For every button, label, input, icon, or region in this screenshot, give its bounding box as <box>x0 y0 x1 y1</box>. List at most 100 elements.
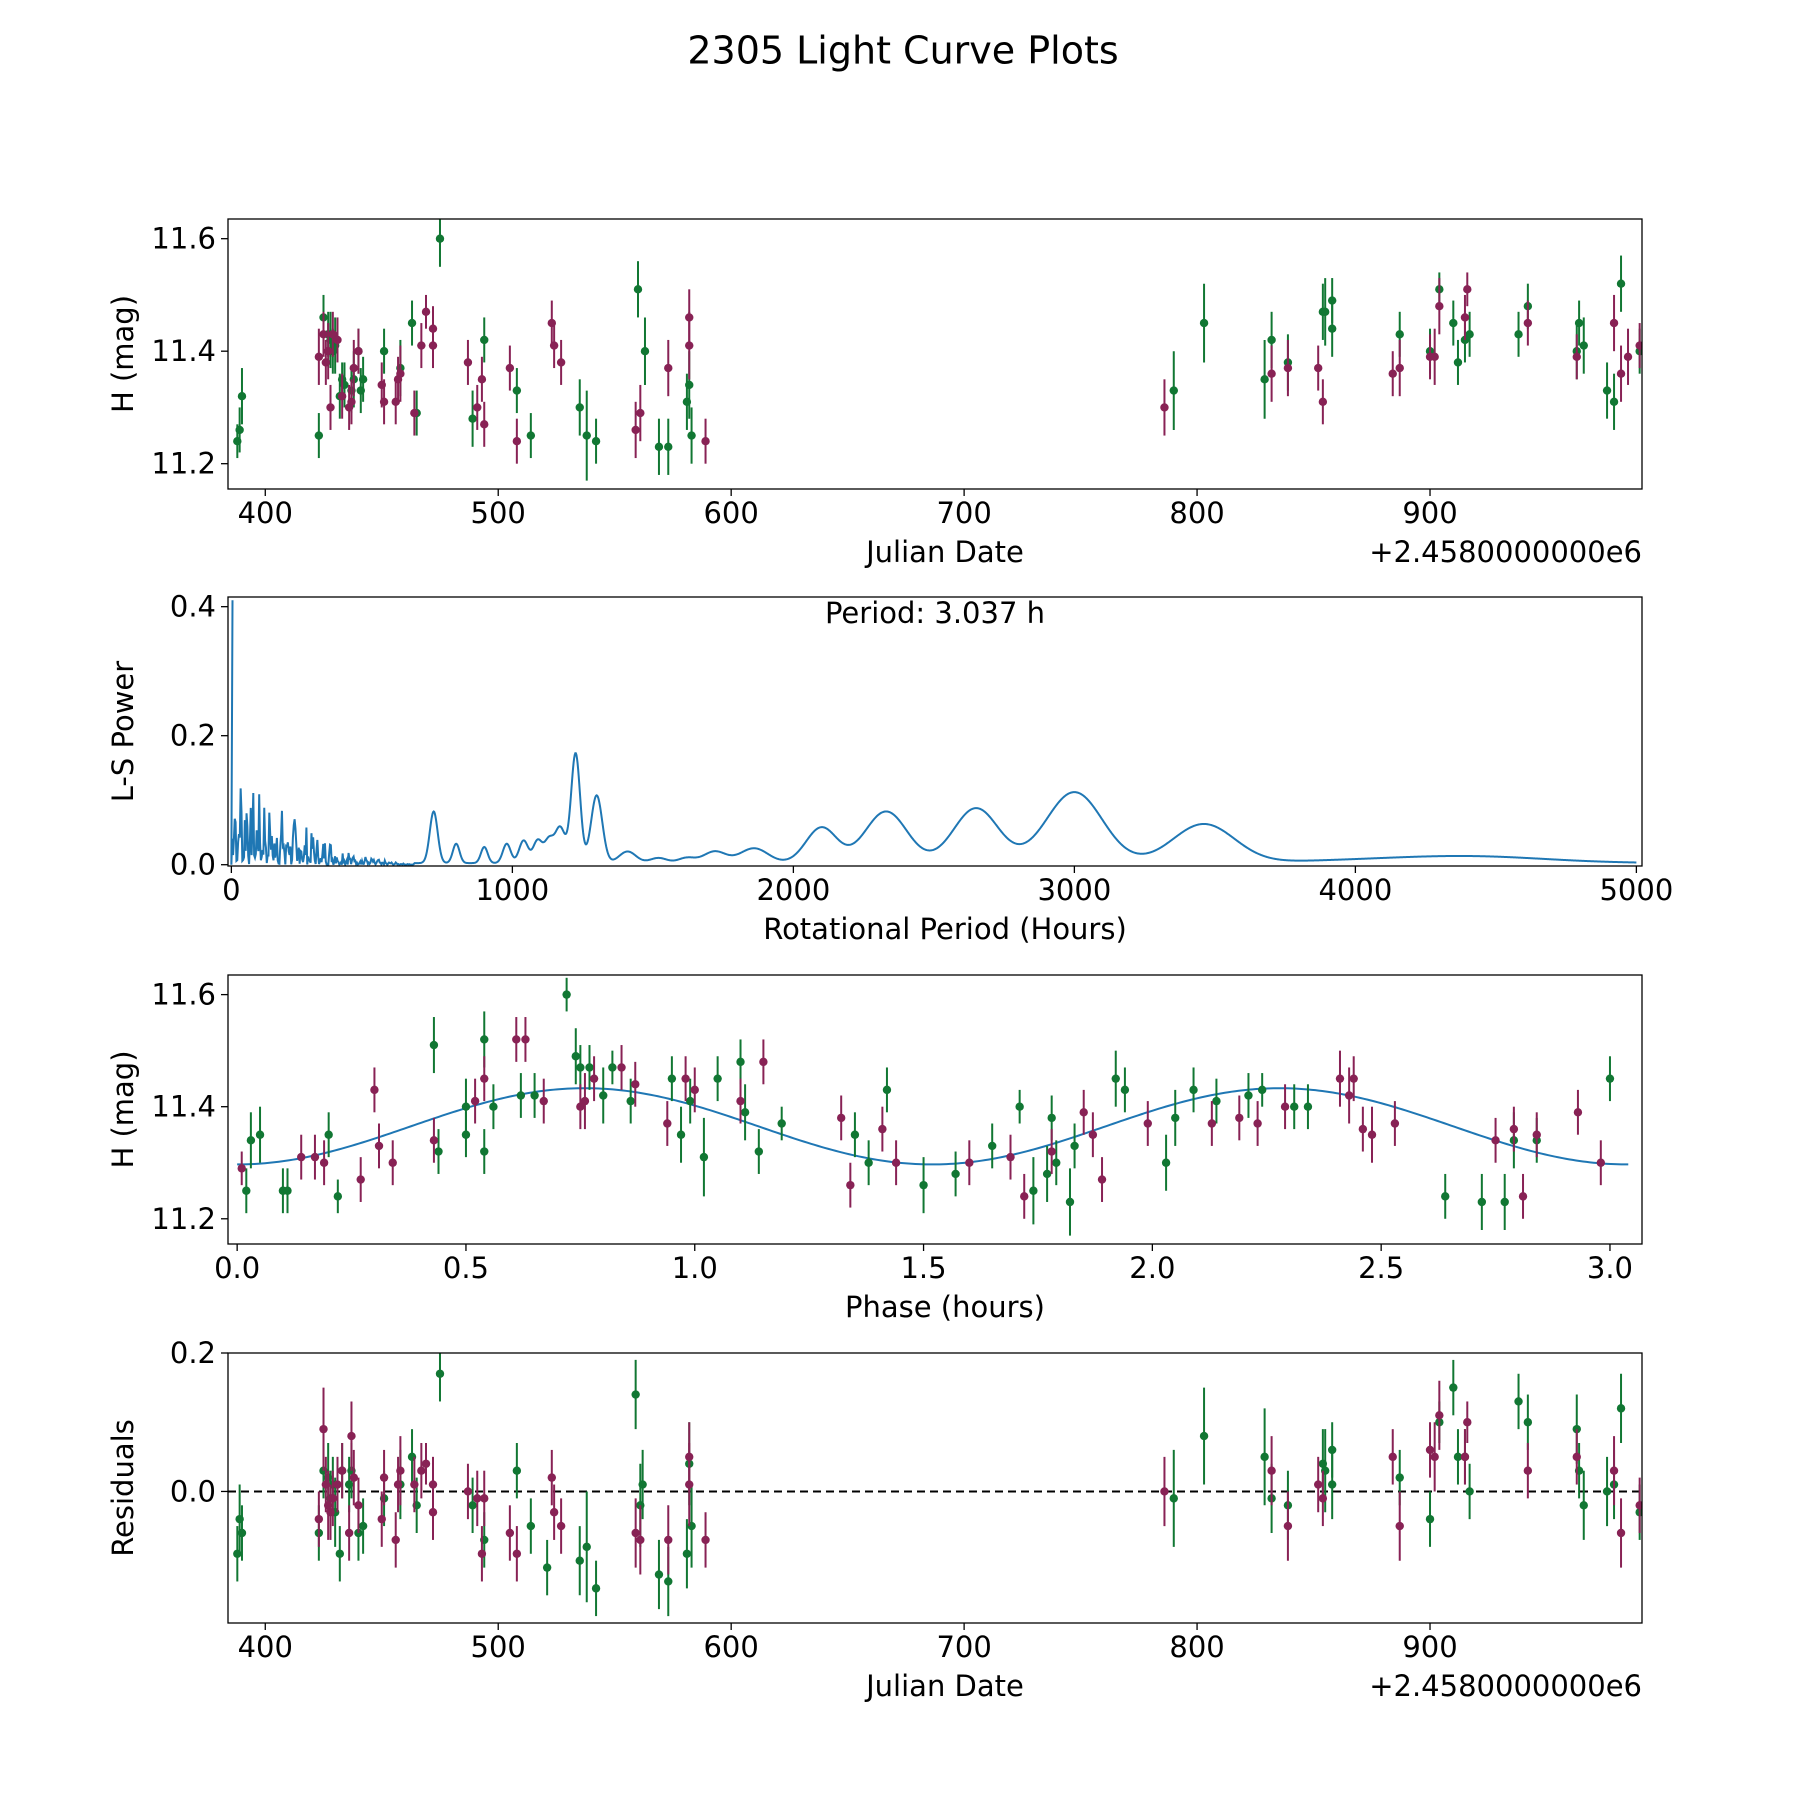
data-marker <box>242 1186 251 1195</box>
data-marker <box>664 442 673 452</box>
data-point-g <box>687 407 696 464</box>
y-tick-label: 0.4 <box>170 590 216 624</box>
data-marker <box>1283 363 1293 373</box>
data-marker <box>512 386 522 395</box>
data-point-r <box>1616 345 1626 402</box>
data-marker <box>349 363 358 373</box>
data-marker <box>428 341 438 350</box>
data-point-g <box>435 219 445 267</box>
data-point-g <box>631 1359 640 1430</box>
data-marker <box>417 341 426 350</box>
data-marker <box>1465 330 1474 339</box>
x-offset-label: +2.4580000000e6 <box>1369 1669 1642 1703</box>
data-point-r <box>1283 1491 1293 1561</box>
data-marker <box>421 1459 431 1468</box>
data-marker <box>1303 1102 1313 1111</box>
data-marker <box>1435 1411 1444 1420</box>
data-point-r <box>473 1470 482 1527</box>
x-tick-label: 2.0 <box>1129 1251 1175 1285</box>
data-marker <box>468 414 477 423</box>
data-point-r <box>326 384 335 430</box>
data-marker <box>549 1508 559 1517</box>
data-point-g <box>1212 1078 1221 1124</box>
data-point-g <box>654 418 664 475</box>
residuals-panel: 400 500 600 700 800 900 0.0 0.2 Julian Date Resid… <box>106 1336 1643 1703</box>
data-point-g <box>582 1491 591 1603</box>
data-point-g <box>1169 1449 1178 1547</box>
x-tick-label: 600 <box>703 1630 758 1664</box>
data-point-g <box>1320 278 1330 346</box>
data-marker <box>473 403 482 412</box>
data-point-g <box>530 1073 539 1118</box>
data-marker <box>1395 1521 1404 1531</box>
data-marker <box>1532 1130 1541 1139</box>
data-marker <box>516 1091 526 1100</box>
data-point-r <box>1463 272 1472 307</box>
data-point-r <box>1463 1401 1472 1443</box>
data-point-r <box>421 294 431 329</box>
data-point-r <box>685 1443 694 1527</box>
data-point-r <box>477 1526 487 1582</box>
data-marker <box>699 1152 709 1162</box>
data-marker <box>1509 1124 1519 1134</box>
data-marker <box>1395 330 1404 339</box>
data-point-g <box>1189 1067 1198 1113</box>
data-marker <box>685 1480 694 1489</box>
data-marker <box>410 1480 419 1489</box>
data-point-r <box>410 390 419 436</box>
data-point-r <box>580 1073 590 1130</box>
data-marker <box>1635 341 1642 350</box>
data-marker <box>480 1147 489 1156</box>
data-point-r <box>463 339 473 385</box>
data-marker <box>283 1186 292 1195</box>
data-marker <box>1388 1452 1397 1462</box>
data-marker <box>736 1057 745 1067</box>
data-point-g <box>882 1067 892 1113</box>
data-marker <box>1199 318 1209 328</box>
data-point-g <box>1465 1463 1474 1520</box>
data-point-r <box>1523 1443 1533 1499</box>
data-marker <box>1523 1466 1533 1475</box>
data-point-r <box>965 1140 974 1186</box>
data-marker <box>1523 318 1533 328</box>
data-marker <box>1318 397 1328 407</box>
data-point-g <box>435 1353 445 1402</box>
data-point-r <box>589 1056 599 1102</box>
data-marker <box>463 358 473 367</box>
data-point-g <box>255 1106 265 1163</box>
data-point-r <box>337 1443 347 1499</box>
data-point-r <box>480 1056 489 1102</box>
x-tick-label: 400 <box>238 1630 293 1664</box>
model-fit-curve <box>237 1087 1629 1166</box>
x-axis-label: Phase (hours) <box>845 1290 1045 1324</box>
data-point-r <box>1388 1429 1397 1485</box>
data-point-g <box>358 1498 368 1554</box>
y-tick-label: 0.0 <box>170 1474 216 1508</box>
data-point-r <box>473 384 482 430</box>
data-point-g <box>1605 1056 1615 1102</box>
data-point-r <box>410 1456 419 1513</box>
data-marker <box>701 436 710 446</box>
data-marker <box>461 1130 471 1139</box>
data-marker <box>1020 1192 1029 1201</box>
data-marker <box>626 1096 635 1106</box>
data-point-g <box>1465 311 1474 357</box>
data-point-g <box>1477 1173 1487 1230</box>
data-point-g <box>919 1157 928 1214</box>
data-point-g <box>713 1056 722 1102</box>
y-axis-label: L-S Power <box>106 661 140 802</box>
data-point-g <box>1303 1084 1313 1130</box>
data-point-r <box>512 1017 521 1062</box>
data-point-r <box>1207 1101 1217 1146</box>
data-point-r <box>477 356 487 402</box>
data-marker <box>470 1096 480 1106</box>
data-point-g <box>1052 1140 1061 1186</box>
data-marker <box>333 335 342 345</box>
data-point-g <box>1199 1387 1209 1485</box>
data-point-r <box>1572 1429 1581 1485</box>
data-point-g <box>638 1449 647 1520</box>
periodogram-panel: 0 1000 2000 3000 4000 5000 0.0 0.2 0.4 Rotational… <box>106 590 1673 946</box>
data-marker <box>1616 369 1626 378</box>
data-point-r <box>631 401 640 459</box>
data-point-r <box>391 1512 400 1568</box>
